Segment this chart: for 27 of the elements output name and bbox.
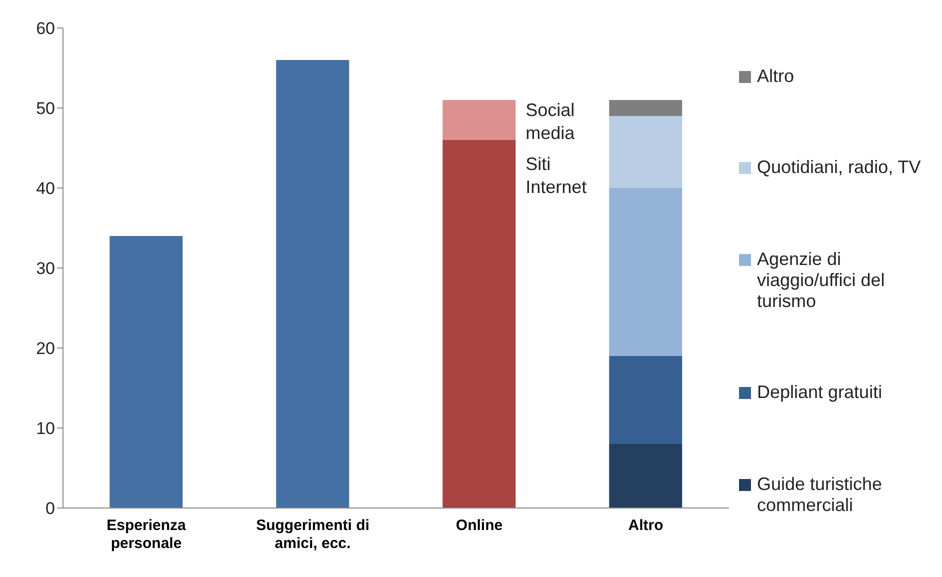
series-label: Social media: [526, 100, 576, 143]
bar: [609, 188, 682, 356]
series-label: Siti Internet: [526, 154, 587, 197]
bar: [609, 116, 682, 188]
x-tick-label: Online: [456, 517, 503, 534]
y-tick-label: 60: [36, 19, 55, 38]
bar: [609, 444, 682, 508]
y-tick-label: 10: [36, 419, 55, 438]
bar: [609, 100, 682, 116]
y-tick-label: 20: [36, 339, 55, 358]
bar: [442, 140, 516, 508]
x-tick-label: Altro: [628, 517, 664, 534]
y-tick-label: 30: [36, 259, 55, 278]
x-tick-label: Esperienza personale: [106, 517, 186, 552]
legend-label: Guide turistiche commerciali: [757, 474, 884, 516]
y-tick-label: 40: [36, 179, 55, 198]
bar: [442, 100, 516, 140]
bar: [110, 236, 183, 508]
legend-label: Agenzie di viaggio/uffici del turismo: [757, 248, 886, 312]
x-tick-label: Suggerimenti di amici, ecc.: [256, 517, 370, 552]
legend-label: Quotidiani, radio, TV: [757, 157, 921, 178]
y-tick-label: 50: [36, 99, 55, 118]
y-tick-label: 0: [46, 499, 55, 518]
legend-label: Depliant gratuiti: [757, 382, 882, 403]
legend-label: Altro: [757, 66, 794, 86]
bar: [609, 356, 682, 444]
bar: [276, 60, 350, 508]
